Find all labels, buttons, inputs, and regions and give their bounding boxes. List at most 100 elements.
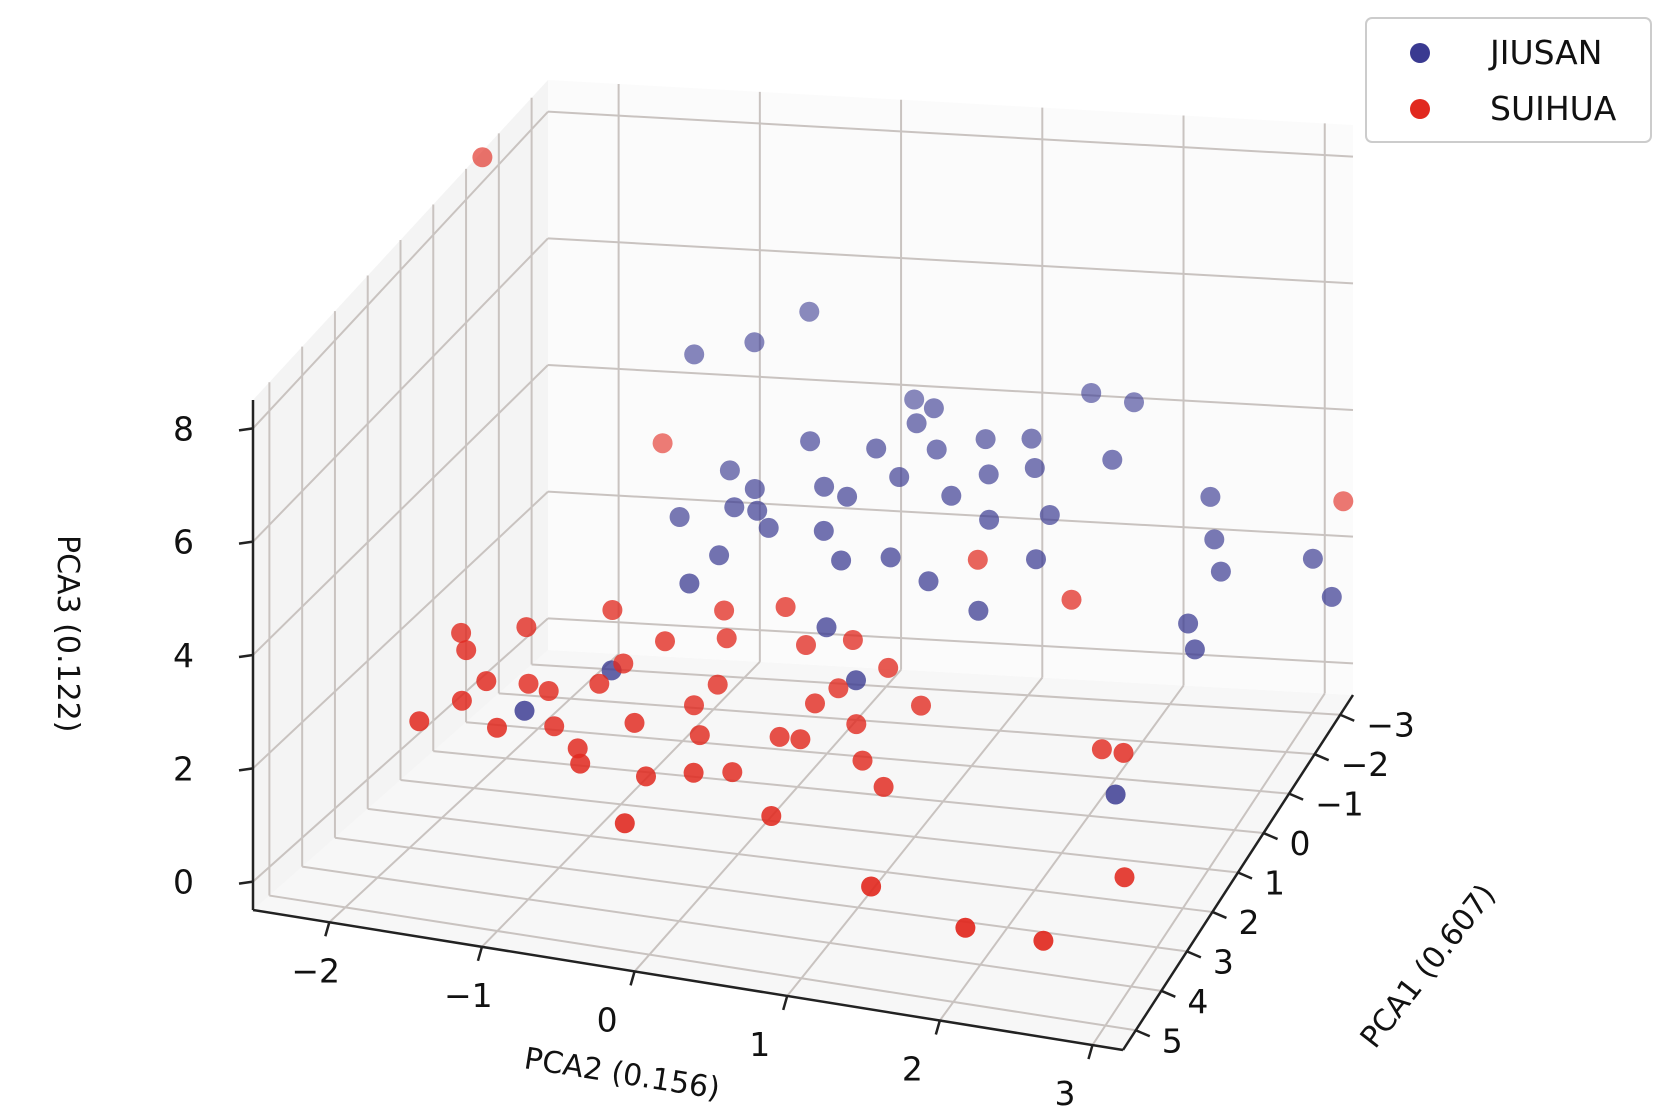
point-jiusan	[669, 507, 690, 527]
y-tick-label: 1	[749, 1025, 770, 1064]
point-suihua	[476, 671, 497, 692]
point-jiusan	[831, 550, 852, 571]
point-suihua	[775, 597, 796, 617]
point-jiusan	[1321, 586, 1342, 607]
grid-line	[465, 721, 1290, 795]
point-jiusan	[813, 520, 834, 541]
point-suihua	[846, 714, 867, 735]
point-jiusan	[814, 476, 835, 497]
point-suihua	[456, 640, 477, 661]
x-tick-label: 2	[1238, 903, 1259, 942]
point-suihua	[684, 695, 704, 716]
x-tick	[1135, 1029, 1151, 1038]
point-jiusan	[679, 573, 700, 594]
point-jiusan	[514, 700, 535, 721]
grid-line	[939, 684, 1185, 1022]
z-tick	[238, 653, 254, 659]
point-suihua	[1114, 867, 1135, 888]
point-suihua	[624, 712, 645, 733]
point-jiusan	[1302, 548, 1323, 569]
point-suihua	[652, 433, 673, 454]
point-jiusan	[978, 464, 999, 485]
y-tick	[934, 1020, 942, 1035]
y-axis-line	[252, 908, 1124, 1052]
point-jiusan	[866, 438, 887, 459]
x-tick-label: 3	[1213, 942, 1234, 981]
x-tick	[1237, 871, 1253, 880]
y-tick-label: 2	[902, 1050, 923, 1089]
grid-line	[269, 894, 1136, 1032]
point-suihua	[655, 631, 675, 652]
x-tick	[1314, 753, 1330, 762]
point-suihua	[636, 766, 656, 787]
point-jiusan	[1105, 784, 1126, 805]
point-suihua	[722, 762, 743, 783]
tick-marks	[238, 427, 1355, 1060]
point-jiusan	[979, 509, 1000, 530]
point-jiusan	[744, 479, 765, 499]
point-suihua	[544, 716, 565, 737]
legend-marker-suihua	[1410, 99, 1430, 119]
point-suihua	[602, 600, 623, 620]
grid-line	[547, 237, 1354, 285]
point-suihua	[911, 695, 931, 716]
point-suihua	[861, 876, 882, 897]
point-suihua	[518, 673, 539, 694]
x-tick-label: −1	[1315, 785, 1364, 824]
point-suihua	[683, 762, 704, 783]
point-jiusan	[923, 398, 944, 419]
axis-panes	[253, 80, 1353, 1050]
point-suihua	[842, 630, 863, 650]
x-tick	[1211, 910, 1227, 920]
point-jiusan	[816, 617, 837, 638]
legend-marker-jiusan	[1410, 43, 1430, 63]
grid-line	[252, 490, 549, 770]
y-tick	[324, 921, 331, 937]
point-suihua	[769, 726, 790, 747]
point-suihua	[538, 681, 559, 701]
point-jiusan	[906, 413, 927, 434]
point-jiusan	[1210, 561, 1231, 582]
grid-line	[367, 807, 1213, 913]
z-tick	[238, 427, 254, 432]
point-jiusan	[1200, 486, 1221, 507]
y-tick-label: −2	[291, 951, 340, 990]
grid-line	[786, 677, 1044, 997]
point-jiusan	[968, 600, 989, 621]
x-tick-label: 5	[1162, 1021, 1183, 1060]
point-suihua	[567, 738, 588, 759]
grid-line	[252, 617, 549, 883]
point-jiusan	[837, 486, 858, 507]
point-jiusan	[758, 517, 779, 538]
point-jiusan	[1102, 449, 1123, 470]
point-suihua	[955, 917, 976, 938]
point-jiusan	[846, 670, 866, 691]
x-tick	[1160, 989, 1176, 998]
point-jiusan	[719, 460, 740, 481]
point-suihua	[796, 635, 816, 655]
point-suihua	[613, 653, 634, 674]
point-jiusan	[1178, 613, 1199, 634]
point-suihua	[707, 674, 728, 695]
point-jiusan	[975, 429, 996, 450]
x-tick	[1288, 792, 1304, 801]
x-tick-label: 0	[1290, 824, 1311, 863]
point-jiusan	[709, 545, 730, 566]
data-points	[409, 147, 1354, 951]
point-jiusan	[744, 332, 765, 353]
z-tick-label: 6	[173, 523, 194, 562]
grid-line	[547, 110, 1354, 158]
point-suihua	[451, 622, 472, 643]
point-jiusan	[1204, 529, 1225, 550]
point-jiusan	[918, 571, 939, 592]
point-suihua	[790, 729, 811, 750]
grid-line	[547, 364, 1354, 411]
x-tick	[1339, 713, 1355, 722]
grid-line	[531, 663, 1341, 716]
grid-line	[328, 653, 620, 924]
z-tick-label: 8	[173, 409, 194, 448]
point-suihua	[805, 693, 825, 714]
y-tick-label: 3	[1054, 1074, 1075, 1113]
point-suihua	[451, 690, 472, 711]
